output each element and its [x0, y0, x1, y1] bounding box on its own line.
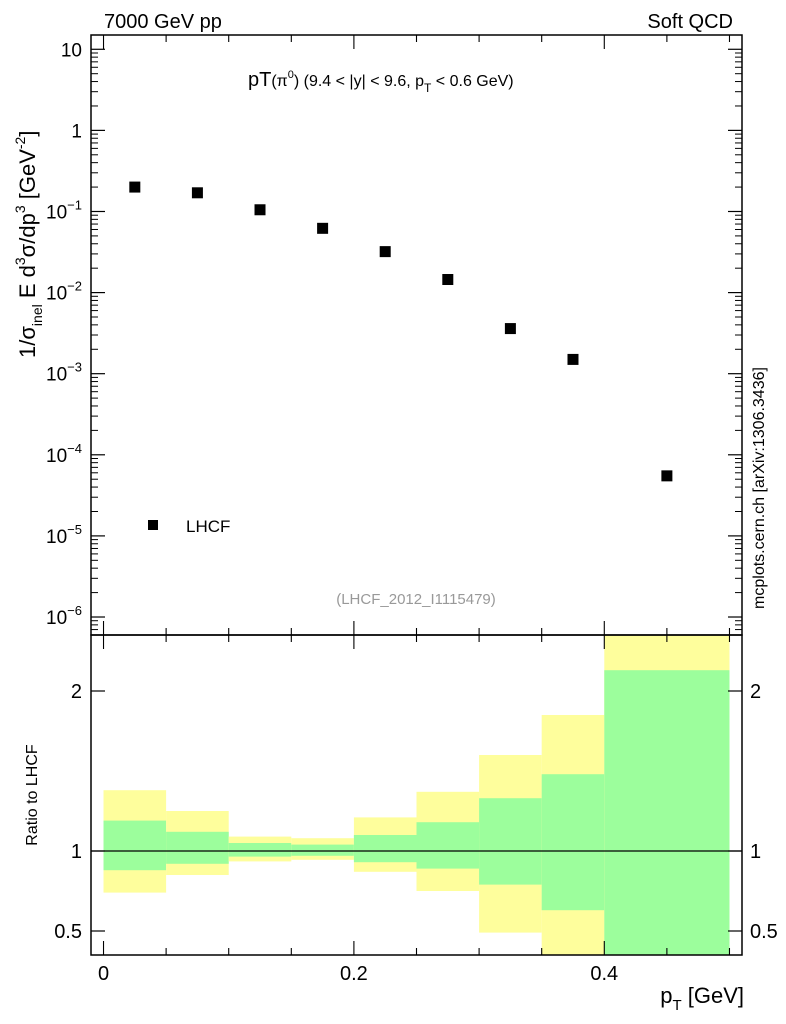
ratio-bands: [91, 635, 742, 955]
main-axis-ticks: 10−6 10−5 10−4 10−3 10−2 10−1 1 10: [46, 35, 742, 636]
ratio-plot-frame: [90, 634, 743, 956]
plot-title: pT(π0) (9.4 < |y| < 9.6, pT < 0.6 GeV): [248, 69, 514, 95]
y-tick-label: 10−5: [46, 522, 82, 548]
data-point: [191, 187, 203, 199]
legend-label: LHCF: [186, 517, 230, 536]
data-point: [129, 181, 141, 193]
x-tick-label: 0.4: [590, 963, 618, 985]
y-tick-label: 1: [71, 121, 82, 142]
y-axis-label: 1/σinel E d3σ/dp3 [GeV-2]: [12, 131, 45, 358]
ratio-y-tick-label: 1: [71, 841, 82, 863]
stat-uncertainty-band: [291, 844, 354, 856]
stat-uncertainty-band: [103, 820, 167, 871]
ratio-y-tick-label: 2: [71, 681, 82, 703]
side-label: mcplots.cern.ch [arXiv:1306.3436]: [751, 367, 768, 609]
ratio-y-tick-label: 0.5: [750, 921, 778, 943]
y-tick-label: 10−2: [46, 279, 82, 305]
y-tick-label: 10−3: [46, 360, 82, 386]
header-right: Soft QCD: [647, 11, 733, 33]
data-points: [129, 181, 673, 482]
data-point: [442, 274, 454, 286]
y-tick-label: 10: [61, 40, 82, 61]
ratio-axis-label: Ratio to LHCF: [24, 744, 41, 846]
stat-uncertainty-band: [541, 774, 605, 911]
x-tick-label: 0.2: [340, 963, 368, 985]
ratio-y-tick-label: 2: [750, 681, 761, 703]
stat-uncertainty-band: [604, 670, 730, 955]
y-tick-label: 10−1: [46, 197, 82, 223]
analysis-id: (LHCF_2012_I1115479): [336, 591, 496, 608]
data-point: [504, 323, 516, 335]
stat-uncertainty-band: [416, 822, 480, 869]
data-point: [254, 204, 266, 216]
y-tick-label: 10−6: [46, 603, 82, 629]
stat-uncertainty-band: [479, 798, 542, 885]
main-plot-frame: [90, 34, 743, 636]
stat-uncertainty-band: [228, 843, 292, 857]
stat-uncertainty-band: [166, 831, 229, 864]
x-tick-label: 0: [98, 963, 109, 985]
data-point: [379, 246, 391, 258]
header-left: 7000 GeV pp: [104, 11, 222, 33]
data-point: [317, 222, 329, 234]
ratio-y-tick-label: 1: [750, 841, 761, 863]
data-point: [661, 470, 673, 482]
y-tick-label: 10−4: [46, 441, 82, 467]
ratio-y-tick-label: 0.5: [54, 921, 82, 943]
legend-marker: [148, 520, 158, 530]
stat-uncertainty-band: [353, 835, 417, 863]
ratio-axis-ticks: 0.5 0.5 1 1 2 2 0 0.2 0.4: [54, 635, 778, 985]
data-point: [567, 353, 579, 365]
x-axis-label: pT [GeV]: [660, 983, 744, 1014]
